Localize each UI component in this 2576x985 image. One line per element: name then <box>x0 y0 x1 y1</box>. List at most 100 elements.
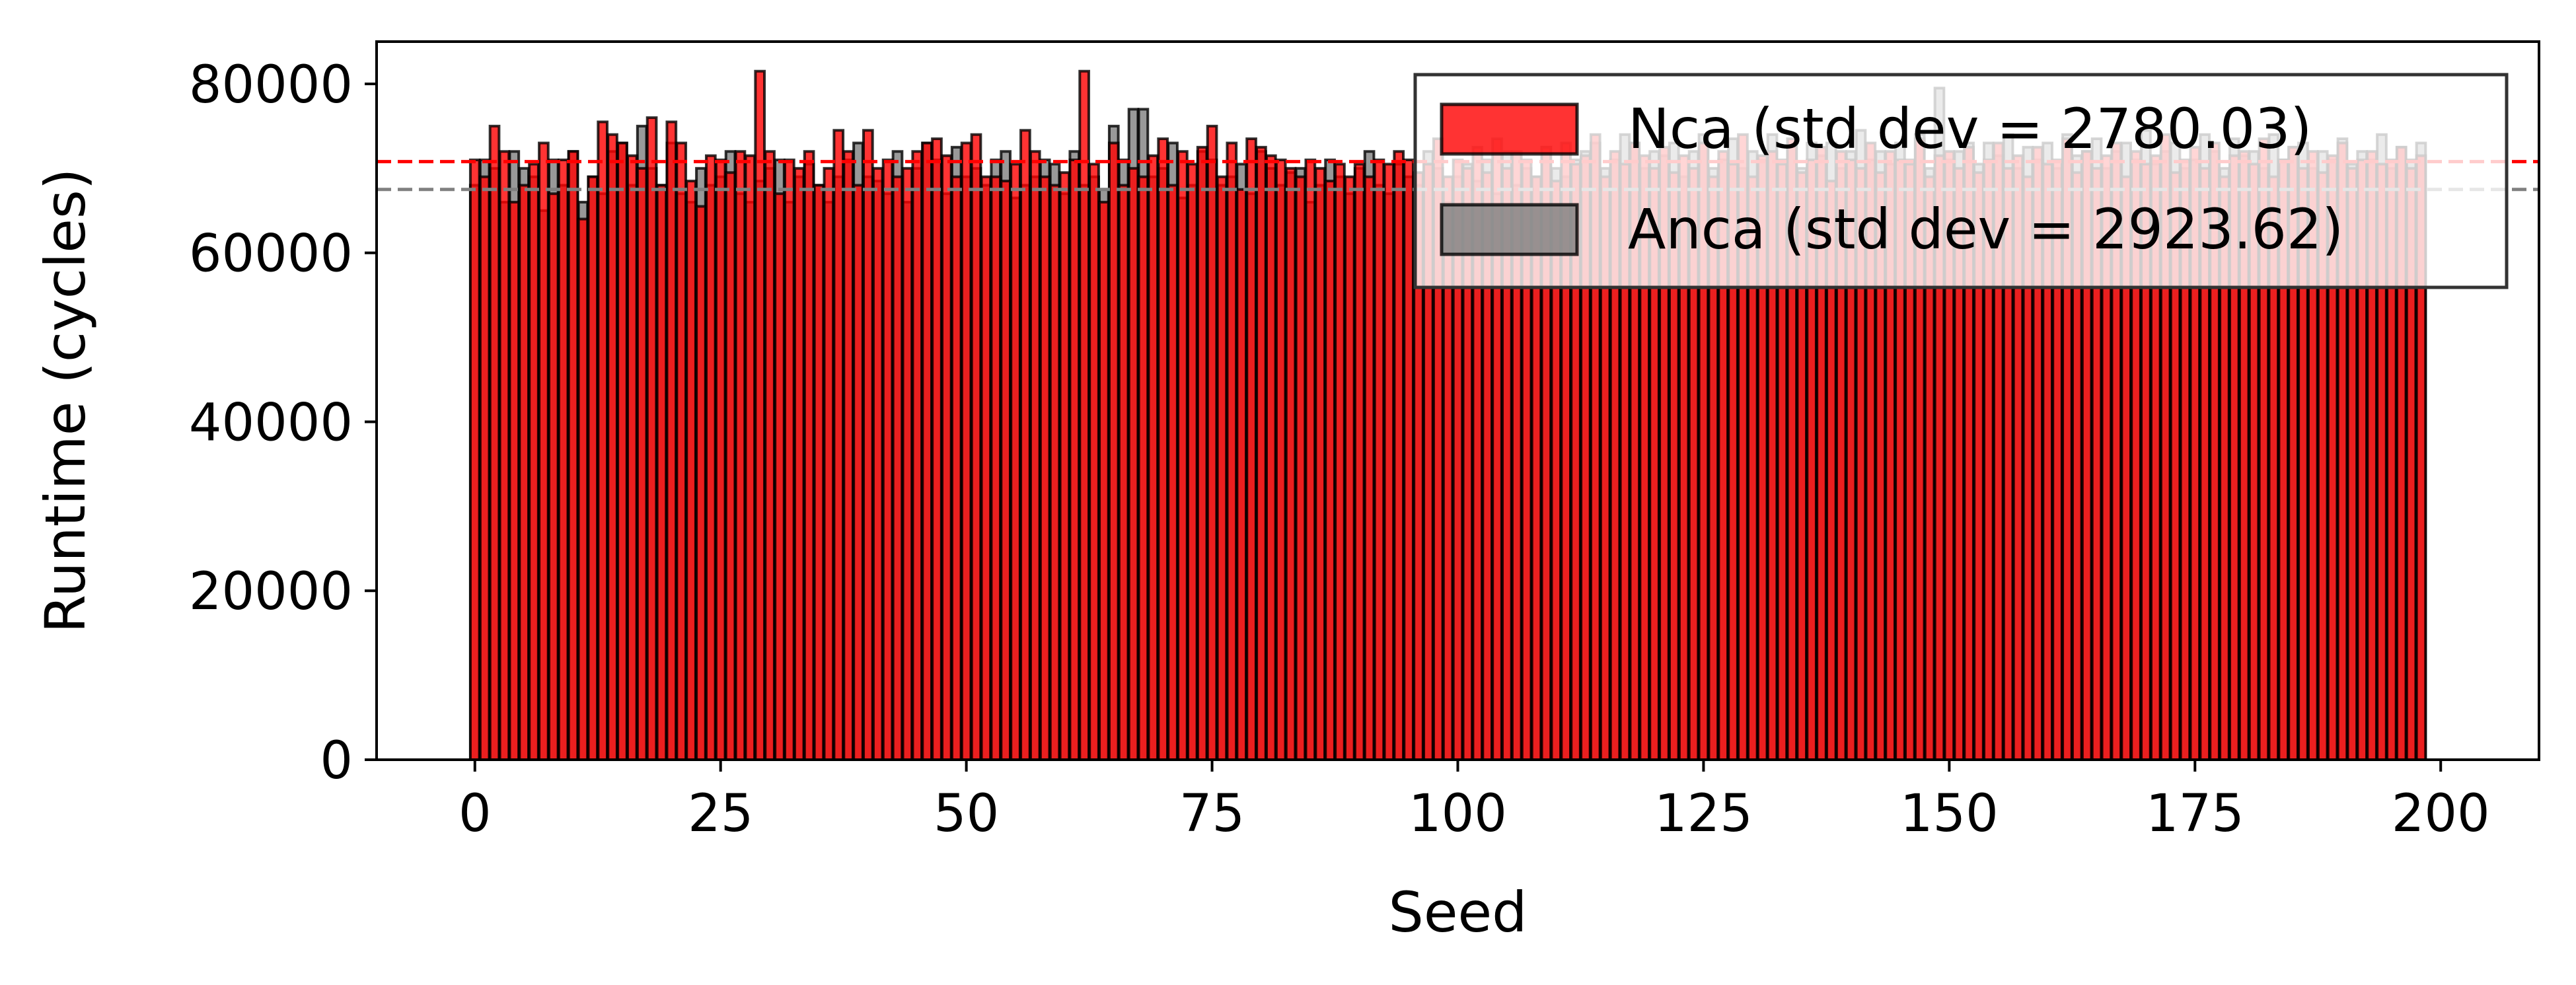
nca-bar <box>1196 145 1208 762</box>
nca-bar <box>734 150 747 761</box>
y-tick-label: 40000 <box>189 393 353 453</box>
x-axis-label: Seed <box>1389 880 1527 945</box>
nca-bar <box>557 159 570 762</box>
x-tick-label: 175 <box>2146 784 2244 844</box>
nca-bar <box>1000 180 1012 761</box>
nca-bar <box>528 163 540 761</box>
nca-bar <box>1186 163 1198 761</box>
nca-bar <box>744 154 756 761</box>
nca-bar <box>881 159 894 762</box>
nca-bar <box>970 133 982 762</box>
nca-bar <box>911 150 924 761</box>
legend-swatch <box>1440 102 1579 156</box>
nca-bar <box>655 184 668 761</box>
nca-bar <box>1353 163 1366 761</box>
nca-bar <box>695 205 707 761</box>
nca-bar <box>1294 175 1307 761</box>
nca-bar <box>665 120 678 762</box>
nca-bar <box>1284 166 1297 761</box>
nca-bar <box>724 171 737 762</box>
nca-bar <box>852 184 864 761</box>
nca-bar <box>1206 124 1218 761</box>
nca-bar <box>1393 150 1405 761</box>
nca-bar <box>478 175 491 761</box>
nca-bar <box>862 129 874 761</box>
nca-bar <box>1078 69 1091 761</box>
nca-bar <box>1039 175 1051 761</box>
nca-bar <box>1304 159 1317 762</box>
nca-bar <box>1324 180 1336 761</box>
y-axis-label: Runtime (cycles) <box>33 168 98 634</box>
nca-bar <box>626 154 638 761</box>
nca-bar <box>1049 184 1061 761</box>
y-tick-label: 80000 <box>189 55 353 115</box>
nca-bar <box>764 150 776 761</box>
nca-bar <box>803 150 815 761</box>
nca-bar <box>1177 150 1189 761</box>
nca-bar <box>1235 188 1248 762</box>
nca-bar <box>1373 159 1385 762</box>
nca-bar <box>1127 166 1140 761</box>
nca-bar <box>488 124 501 761</box>
x-tick-label: 75 <box>1179 784 1245 844</box>
legend-box <box>1413 73 2509 289</box>
nca-bar <box>498 150 511 761</box>
nca-bar <box>813 184 825 761</box>
x-tick-label: 125 <box>1654 784 1753 844</box>
nca-bar <box>793 166 805 761</box>
nca-bar <box>518 184 531 761</box>
legend-swatch <box>1440 203 1579 256</box>
nca-bar <box>960 141 973 761</box>
nca-bar <box>774 192 786 761</box>
x-tick-label: 150 <box>1900 784 1999 844</box>
nca-bar <box>587 175 599 761</box>
nca-bar <box>891 175 904 761</box>
nca-bar <box>1137 175 1150 761</box>
nca-bar <box>567 150 579 761</box>
nca-bar <box>538 141 550 761</box>
nca-bar <box>1383 163 1395 761</box>
nca-bar <box>1098 200 1110 762</box>
nca-bar <box>1226 141 1238 761</box>
nca-bar <box>754 69 766 761</box>
nca-bars <box>468 69 2427 762</box>
nca-bar <box>636 166 648 761</box>
x-tick-label: 200 <box>2392 784 2490 844</box>
y-ticks: 0 20000 40000 60000 80000 <box>189 55 377 791</box>
y-tick-label: 0 <box>320 731 353 791</box>
nca-bar <box>1344 175 1356 761</box>
nca-bar <box>704 154 717 761</box>
nca-bar <box>871 166 884 761</box>
nca-bar <box>1010 163 1021 761</box>
nca-bar <box>1334 163 1346 761</box>
nca-bar <box>1245 137 1257 761</box>
x-tick-label: 50 <box>934 784 999 844</box>
nca-bar <box>1019 129 1031 761</box>
nca-bar <box>1088 163 1100 761</box>
nca-bar <box>950 175 963 761</box>
nca-bar <box>784 159 795 762</box>
nca-bar <box>645 116 658 761</box>
nca-bar <box>597 120 609 762</box>
nca-bar <box>1058 171 1071 762</box>
y-tick-label: 60000 <box>189 225 353 284</box>
nca-bar <box>1167 184 1179 761</box>
y-tick-label: 20000 <box>189 562 353 622</box>
nca-bar <box>714 159 727 762</box>
nca-bar <box>990 175 1002 761</box>
nca-bar <box>675 141 688 761</box>
nca-bar <box>823 166 835 761</box>
nca-bar <box>1363 175 1376 761</box>
nca-bar <box>1403 159 1415 762</box>
nca-bar <box>1314 166 1327 761</box>
x-tick-label: 100 <box>1409 784 1507 844</box>
nca-bar <box>1147 154 1159 761</box>
nca-bar <box>1274 159 1287 762</box>
nca-bar <box>547 192 560 761</box>
nca-bar <box>468 159 481 762</box>
legend: Nca (std dev = 2780.03) Anca (std dev = 2… <box>1413 73 2509 289</box>
x-ticks: 0 25 50 75 100 125 150 175 200 <box>459 760 2490 844</box>
nca-bar <box>980 175 992 761</box>
nca-bar <box>941 154 953 761</box>
